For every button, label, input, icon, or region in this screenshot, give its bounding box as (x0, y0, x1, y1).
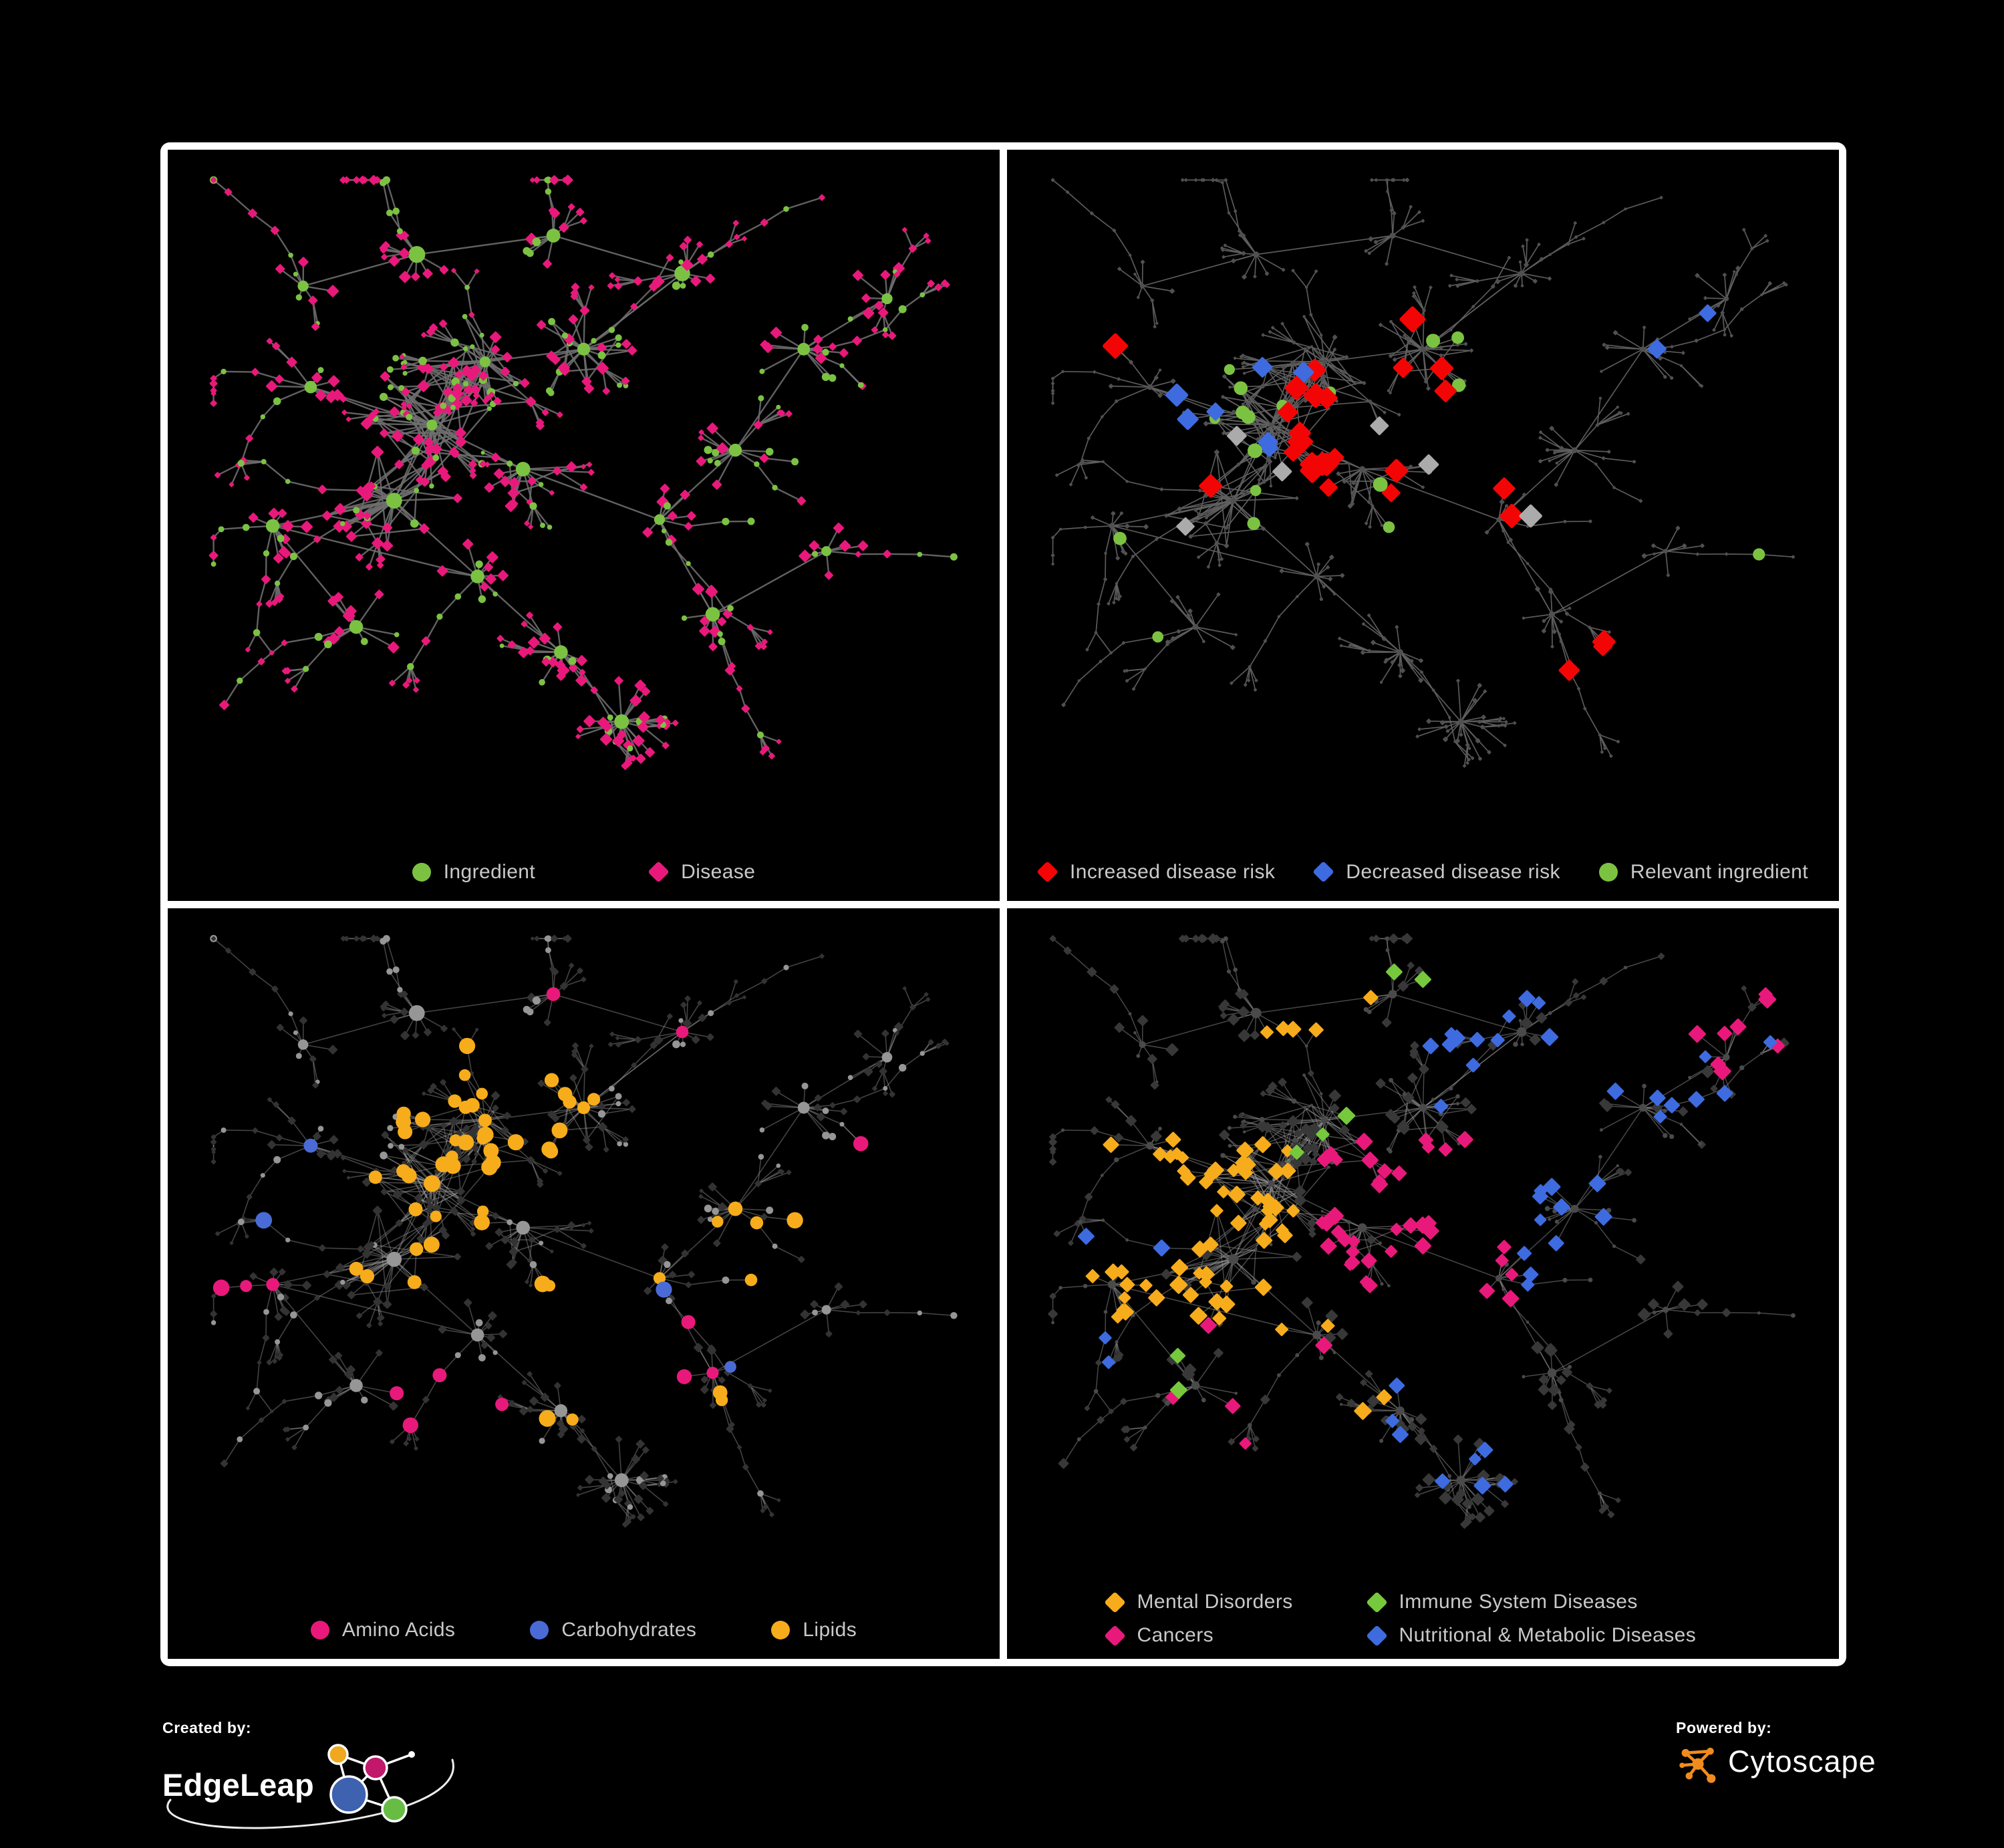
legend-label: Mental Disorders (1137, 1591, 1293, 1613)
legend-item: Nutritional & Metabolic Diseases (1367, 1624, 1741, 1647)
legend-swatch-circle-icon (1599, 863, 1618, 882)
edgeleap-logo-text: EdgeLeap (162, 1766, 314, 1803)
legend-item: Mental Disorders (1105, 1591, 1367, 1613)
network-graph-ingredient-disease (168, 150, 1000, 901)
legend-swatch-diamond-icon (1036, 861, 1058, 883)
cytoscape-logo-text: Cytoscape (1728, 1744, 1876, 1779)
legend-label: Increased disease risk (1070, 861, 1275, 884)
legend-swatch-diamond-icon (1104, 1591, 1126, 1613)
legend-item: Ingredient (412, 861, 535, 884)
legend-swatch-circle-icon (530, 1621, 549, 1639)
legend-label: Disease (681, 861, 755, 884)
legend-label: Carbohydrates (561, 1619, 696, 1641)
legend-item: Disease (649, 861, 755, 884)
powered-by-label: Powered by: (1676, 1719, 1957, 1737)
legend-item: Increased disease risk (1038, 861, 1275, 884)
legend-label: Cancers (1137, 1624, 1214, 1647)
legend-disease-risk: Increased disease risk Decreased disease … (1007, 861, 1839, 884)
legend-disease-categories: Mental Disorders Immune System Diseases Ca… (1105, 1591, 1741, 1647)
cytoscape-credit: Powered by: Cytoscape (1676, 1719, 1957, 1784)
legend-label: Decreased disease risk (1346, 861, 1560, 884)
legend-label: Amino Acids (342, 1619, 455, 1641)
panel-ingredient-disease: Ingredient Disease (168, 150, 1000, 901)
legend-label: Nutritional & Metabolic Diseases (1399, 1624, 1697, 1647)
network-graph-disease-risk (1007, 150, 1839, 901)
legend-ingredient-disease: Ingredient Disease (168, 861, 1000, 884)
legend-swatch-diamond-icon (648, 861, 670, 883)
legend-label: Immune System Diseases (1399, 1591, 1638, 1613)
legend-label: Ingredient (444, 861, 535, 884)
cytoscape-logo-icon (1676, 1740, 1720, 1784)
legend-item: Carbohydrates (530, 1619, 696, 1641)
legend-item: Decreased disease risk (1314, 861, 1560, 884)
legend-item: Relevant ingredient (1599, 861, 1808, 884)
edgeleap-logo-icon (313, 1738, 418, 1831)
edgeleap-credit: Created by: EdgeLeap (162, 1719, 510, 1831)
legend-swatch-circle-icon (311, 1621, 329, 1639)
poster-root: { "page": {"background": "#000000", "fra… (0, 0, 2004, 1809)
legend-swatch-diamond-icon (1313, 861, 1335, 883)
created-by-label: Created by: (162, 1719, 510, 1737)
legend-label: Lipids (803, 1619, 857, 1641)
legend-swatch-diamond-icon (1366, 1591, 1388, 1613)
legend-item: Cancers (1105, 1624, 1367, 1647)
legend-item: Lipids (771, 1619, 857, 1641)
network-graph-disease-categories (1007, 908, 1839, 1660)
legend-nutrient-classes: Amino Acids Carbohydrates Lipids (168, 1619, 1000, 1641)
network-graph-nutrient-classes (168, 908, 1000, 1660)
panel-disease-risk: Increased disease risk Decreased disease … (1007, 150, 1839, 901)
legend-swatch-circle-icon (771, 1621, 790, 1639)
panel-disease-categories: Mental Disorders Immune System Diseases Ca… (1007, 908, 1839, 1660)
legend-swatch-circle-icon (412, 863, 431, 882)
legend-label: Relevant ingredient (1630, 861, 1808, 884)
legend-swatch-diamond-icon (1104, 1625, 1126, 1647)
legend-item: Amino Acids (311, 1619, 455, 1641)
panel-nutrient-classes: Amino Acids Carbohydrates Lipids (168, 908, 1000, 1660)
legend-swatch-diamond-icon (1366, 1625, 1388, 1647)
legend-item: Immune System Diseases (1367, 1591, 1741, 1613)
panel-grid: Ingredient Disease Increased disease risk… (160, 142, 1846, 1666)
